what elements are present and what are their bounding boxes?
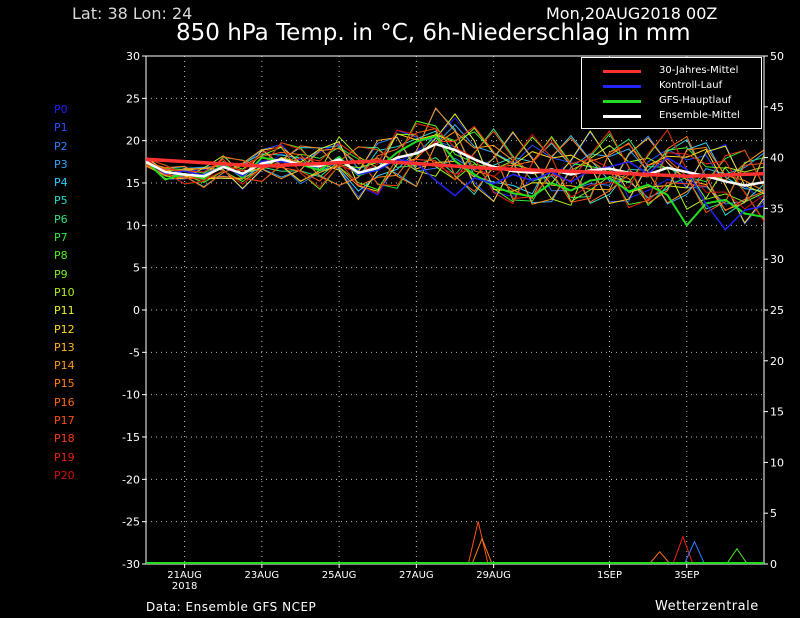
y-tick-label-left: -20 xyxy=(122,473,140,486)
member-label-p11: P11 xyxy=(54,304,75,318)
y-tick-label-left: -10 xyxy=(122,389,140,402)
precip-peak xyxy=(726,547,748,564)
data-source-label: Data: Ensemble GFS NCEP xyxy=(146,600,317,614)
member-line-p0 xyxy=(146,117,764,202)
legend-swatch xyxy=(603,70,641,73)
member-label-p13: P13 xyxy=(54,340,75,354)
y-tick-label-left: 5 xyxy=(133,262,140,275)
legend-label: Ensemble-Mittel xyxy=(659,110,740,121)
y-tick-label-right: 50 xyxy=(770,50,784,63)
y-tick-label-right: 15 xyxy=(770,406,784,419)
member-label-p17: P17 xyxy=(54,414,75,428)
y-tick-label-left: 15 xyxy=(126,177,140,190)
ensemble-mean-line xyxy=(146,142,764,187)
member-line-p8 xyxy=(146,120,764,221)
series-group xyxy=(146,106,764,564)
legend-entry: Ensemble-Mittel xyxy=(582,109,761,123)
member-label-p2: P2 xyxy=(54,139,68,153)
y-tick-label-right: 20 xyxy=(770,355,784,368)
legend: 30-Jahres-Mittel Kontroll-Lauf GFS-Hauptla… xyxy=(581,57,762,129)
y-tick-label-right: 35 xyxy=(770,202,784,215)
member-label-p19: P19 xyxy=(54,450,75,464)
y-tick-label-left: 10 xyxy=(126,219,140,232)
legend-swatch xyxy=(603,100,641,103)
legend-label: GFS-Hauptlauf xyxy=(659,95,732,106)
precip-peak xyxy=(468,521,489,564)
legend-label: 30-Jahres-Mittel xyxy=(659,65,739,76)
member-label-p0: P0 xyxy=(54,103,68,116)
y-tick-label-left: 0 xyxy=(133,304,140,317)
x-tick-label: 21AUG xyxy=(167,570,202,581)
x-tick-sublabel: 2018 xyxy=(172,581,197,592)
y-tick-label-left: -30 xyxy=(122,558,140,571)
member-label-p12: P12 xyxy=(54,322,75,336)
y-tick-label-right: 45 xyxy=(770,101,784,114)
legend-swatch xyxy=(603,85,641,88)
member-label-p6: P6 xyxy=(54,212,68,226)
member-label-p4: P4 xyxy=(54,176,68,190)
y-tick-label-right: 40 xyxy=(770,152,784,165)
member-line-p17 xyxy=(146,130,764,214)
member-label-p1: P1 xyxy=(54,121,68,135)
y-tick-label-right: 10 xyxy=(770,456,784,469)
member-label-p8: P8 xyxy=(54,249,68,263)
climate-mean-line xyxy=(146,157,764,178)
y-tick-label-left: 30 xyxy=(126,50,140,63)
y-tick-label-left: -25 xyxy=(122,516,140,529)
y-tick-label-right: 30 xyxy=(770,253,784,266)
member-label-p5: P5 xyxy=(54,194,68,208)
y-tick-label-right: 25 xyxy=(770,304,784,317)
member-label-p14: P14 xyxy=(54,359,75,373)
y-tick-label-left: -5 xyxy=(129,346,140,359)
member-label-p15: P15 xyxy=(54,377,75,391)
legend-entry: 30-Jahres-Mittel xyxy=(582,64,761,78)
member-label-p16: P16 xyxy=(54,395,75,409)
precip-peak xyxy=(672,535,694,564)
y-tick-label-left: 20 xyxy=(126,135,140,148)
chart-title: 850 hPa Temp. in °C, 6h-Niederschlag in … xyxy=(176,20,691,46)
y-tick-label-right: 5 xyxy=(770,507,777,520)
x-tick-label: 23AUG xyxy=(245,570,280,581)
y-tick-label-right: 0 xyxy=(770,558,777,571)
y-tick-label-left: 25 xyxy=(126,92,140,105)
member-label-p3: P3 xyxy=(54,157,68,171)
ensemble-member-list: P0 P1 P2 P3 P4 P5 P6 P7 P8 P9 P10 P11 P12 P13 P14 P15 P1… xyxy=(54,101,75,485)
x-tick-label: 3SEP xyxy=(674,570,699,581)
x-tick-label: 27AUG xyxy=(399,570,434,581)
legend-entry: Kontroll-Lauf xyxy=(582,79,761,93)
member-line-p11 xyxy=(146,113,764,194)
member-line-p19 xyxy=(146,122,764,222)
member-label-p20: P20 xyxy=(54,468,75,482)
x-tick-label: 25AUG xyxy=(322,570,357,581)
precip-peak xyxy=(471,537,493,564)
member-label-p7: P7 xyxy=(54,231,68,245)
precip-peak xyxy=(649,551,670,564)
location-label: Lat: 38 Lon: 24 xyxy=(72,4,193,23)
member-line-p15 xyxy=(146,106,764,204)
member-label-p10: P10 xyxy=(54,285,75,299)
member-label-p9: P9 xyxy=(54,267,68,281)
legend-swatch xyxy=(603,115,641,118)
member-label-p18: P18 xyxy=(54,432,75,446)
brand-label: Wetterzentrale xyxy=(655,599,759,614)
precip-peak xyxy=(684,540,705,564)
x-tick-label: 29AUG xyxy=(476,570,511,581)
legend-entry: GFS-Hauptlauf xyxy=(582,94,761,108)
y-tick-label-left: -15 xyxy=(122,431,140,444)
run-date-label: Mon,20AUG2018 00Z xyxy=(546,4,718,23)
legend-label: Kontroll-Lauf xyxy=(659,80,723,91)
x-tick-label: 1SEP xyxy=(597,570,622,581)
